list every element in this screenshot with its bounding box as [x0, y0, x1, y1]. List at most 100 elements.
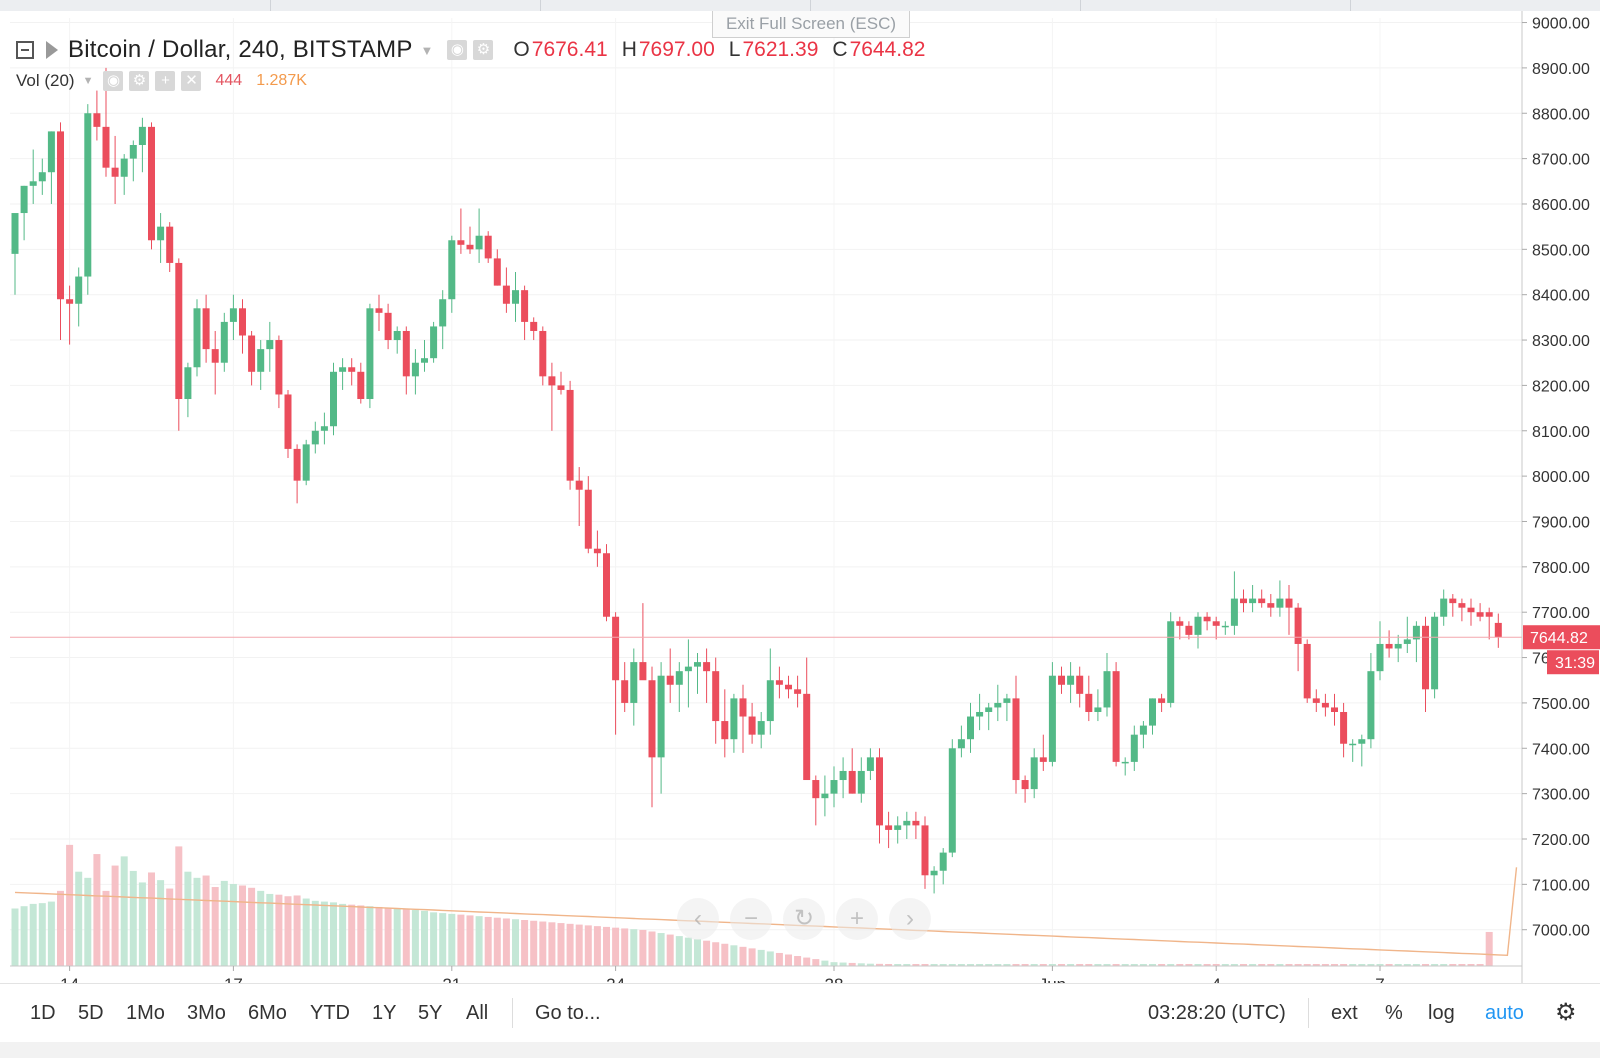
- volume-caret-icon[interactable]: ▼: [82, 75, 94, 87]
- volume-bar: [548, 922, 556, 966]
- candle-body: [1312, 698, 1320, 703]
- candle-body: [830, 780, 838, 794]
- range-5d-button[interactable]: 5D: [78, 1002, 104, 1024]
- candle-body: [739, 698, 747, 717]
- candle-body: [402, 330, 410, 377]
- volume-bar: [839, 962, 847, 966]
- plus-icon[interactable]: +: [155, 71, 176, 91]
- zoom-out-icon[interactable]: −: [730, 898, 772, 940]
- candle-body: [1267, 603, 1275, 608]
- candle-body: [1167, 621, 1175, 703]
- volume-bar: [657, 933, 665, 966]
- candle-body: [75, 276, 83, 304]
- candle-body: [1276, 598, 1284, 608]
- candle-body: [1058, 675, 1065, 685]
- candle-body: [330, 371, 337, 427]
- time-tick-label: 4: [1211, 975, 1220, 983]
- time-tick-label: 21: [442, 975, 461, 983]
- scroll-left-icon[interactable]: ‹: [677, 898, 719, 940]
- goto-button[interactable]: Go to...: [535, 1002, 601, 1024]
- range-1d-button[interactable]: 1D: [30, 1002, 56, 1024]
- auto-toggle[interactable]: auto: [1485, 1002, 1524, 1024]
- candle-body: [302, 444, 310, 481]
- candle-body: [1221, 625, 1229, 628]
- scroll-right-icon[interactable]: ›: [889, 898, 931, 940]
- volume-bars: [11, 844, 1493, 966]
- candle-body: [457, 240, 465, 245]
- volume-bar: [475, 916, 483, 966]
- candle-body: [1258, 598, 1266, 604]
- volume-bar: [421, 910, 428, 966]
- candle-body: [557, 385, 565, 390]
- volume-bar: [1212, 964, 1220, 966]
- price-tick-label: 8100.00: [1532, 424, 1590, 441]
- eye-icon[interactable]: ◉: [103, 71, 124, 91]
- candle-body: [1340, 711, 1348, 744]
- range-1y-button[interactable]: 1Y: [372, 1002, 397, 1024]
- candle-body: [612, 616, 620, 681]
- volume-bar: [375, 906, 383, 966]
- symbol-caret-icon[interactable]: ▼: [420, 42, 434, 58]
- candle-body: [857, 770, 865, 794]
- volume-bar: [357, 905, 365, 966]
- volume-indicator-label[interactable]: Vol (20): [16, 71, 75, 90]
- volume-bar: [539, 921, 547, 966]
- price-chart[interactable]: 7000.00 7100.00 7200.00 7300.00 7400.00 7500.…: [0, 0, 1600, 983]
- top-strip-seg: [810, 0, 1081, 11]
- percent-toggle[interactable]: %: [1385, 1002, 1403, 1024]
- range-5y-button[interactable]: 5Y: [418, 1002, 443, 1024]
- eye-icon[interactable]: ◉: [447, 40, 468, 60]
- candle-body: [148, 126, 155, 241]
- price-tick-label: 8500.00: [1532, 242, 1590, 259]
- volume-bar: [402, 909, 410, 966]
- volume-bar: [38, 903, 46, 966]
- volume-bar: [193, 877, 201, 966]
- range-all-button[interactable]: All: [466, 1002, 489, 1024]
- volume-bar: [257, 890, 265, 966]
- volume-bar: [1358, 964, 1366, 966]
- volume-legend: Vol (20) ▼ ◉ ⚙ + ✕ 444 1.287K: [16, 69, 307, 93]
- low-key: L: [728, 38, 741, 61]
- candle-body: [1203, 616, 1211, 622]
- volume-bar: [229, 883, 237, 966]
- volume-bar: [530, 920, 538, 966]
- volume-bar: [47, 901, 55, 966]
- range-ytd-button[interactable]: YTD: [310, 1002, 350, 1024]
- zoom-in-icon[interactable]: +: [836, 898, 878, 940]
- symbol-title[interactable]: Bitcoin / Dollar, 240, BITSTAMP: [68, 36, 413, 63]
- volume-bar: [885, 964, 893, 966]
- volume-bar: [1176, 964, 1184, 966]
- candle-body: [311, 430, 319, 445]
- gear-icon[interactable]: ⚙: [473, 40, 494, 60]
- reset-icon[interactable]: ↻: [783, 898, 825, 940]
- candle-body: [876, 757, 883, 826]
- settings-gear-icon[interactable]: ⚙: [1555, 999, 1577, 1026]
- candle-body: [575, 480, 583, 490]
- candle-body: [384, 312, 392, 341]
- volume-bar: [721, 943, 729, 966]
- close-icon[interactable]: ✕: [181, 71, 202, 91]
- ext-toggle[interactable]: ext: [1331, 1002, 1358, 1024]
- volume-bar: [248, 887, 256, 966]
- candle-body: [903, 820, 911, 826]
- candle-body: [1412, 625, 1420, 640]
- range-1mo-button[interactable]: 1Mo: [126, 1002, 165, 1024]
- volume-bar: [239, 885, 246, 966]
- range-6mo-button[interactable]: 6Mo: [248, 1002, 287, 1024]
- log-toggle[interactable]: log: [1428, 1002, 1455, 1024]
- candle-body: [293, 448, 301, 481]
- volume-bar: [1185, 964, 1193, 966]
- candle-body: [184, 367, 192, 400]
- flag-icon[interactable]: [46, 41, 58, 59]
- candle-body: [1358, 739, 1366, 744]
- volume-bar: [1321, 964, 1329, 966]
- exit-fullscreen-tooltip[interactable]: Exit Full Screen (ESC): [712, 11, 910, 38]
- candle-body: [1394, 643, 1402, 649]
- candle-body: [93, 113, 101, 127]
- candle-body: [1048, 675, 1056, 762]
- candle-body: [885, 825, 893, 830]
- gear-icon[interactable]: ⚙: [129, 71, 150, 91]
- utc-clock[interactable]: 03:28:20 (UTC): [1148, 1002, 1286, 1024]
- collapse-icon[interactable]: [16, 41, 34, 59]
- range-3mo-button[interactable]: 3Mo: [187, 1002, 226, 1024]
